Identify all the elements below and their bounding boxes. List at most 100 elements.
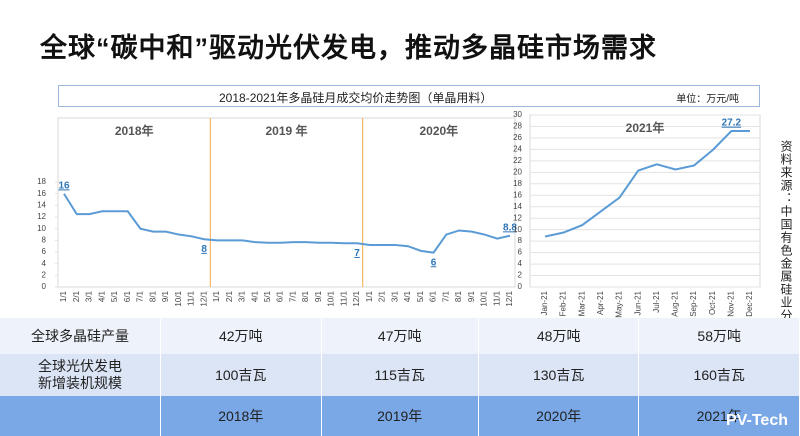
y-tick-label: 16 — [513, 190, 522, 199]
x-tick-label: 5/1 — [263, 290, 272, 302]
y-tick-label: 16 — [37, 189, 46, 198]
row-label: 全球光伏发电 新增装机规模 — [0, 354, 161, 396]
y-tick-label: 6 — [518, 248, 523, 257]
x-tick-label: 8/1 — [148, 290, 157, 302]
x-tick-label: 1/1 — [212, 290, 221, 302]
y-tick-label: 18 — [513, 179, 522, 188]
x-tick-label: 12/1 — [199, 290, 208, 306]
x-tick-label: 5/1 — [416, 290, 425, 302]
x-tick-label: 6/1 — [429, 290, 438, 302]
y-tick-label: 10 — [37, 224, 46, 233]
price-line — [544, 130, 750, 238]
cell — [0, 396, 161, 436]
cell: 160吉瓦 — [638, 354, 800, 396]
period-label: 2021年 — [626, 120, 665, 135]
data-label: 8.8 — [503, 222, 517, 233]
plot-frame — [57, 117, 516, 288]
x-tick-label: Apr-21 — [596, 290, 605, 315]
y-tick-label: 30 — [513, 110, 522, 119]
x-tick-label: 6/1 — [276, 290, 285, 302]
x-tick-label: Jan-21 — [540, 290, 549, 315]
x-tick-label: 9/1 — [467, 290, 476, 302]
cell: 48万吨 — [478, 318, 640, 354]
x-tick-label: 4/1 — [250, 290, 259, 302]
x-tick-label: 12/1 — [505, 290, 514, 306]
chart-header: 2018-2021年多晶硅月成交均价走势图（单晶用料） 单位：万元/吨 — [58, 85, 760, 107]
x-tick-label: Feb-21 — [559, 290, 568, 316]
data-label: 6 — [431, 257, 437, 268]
watermark: PV-Tech — [726, 412, 788, 429]
x-tick-label: 11/1 — [339, 290, 348, 306]
x-tick-label: 3/1 — [85, 290, 94, 302]
year: 2019年 — [321, 396, 479, 436]
x-tick-label: 3/1 — [390, 290, 399, 302]
x-tick-label: 5/1 — [110, 290, 119, 302]
x-tick-label: 11/1 — [492, 290, 501, 306]
x-tick-label: Sep-21 — [689, 290, 698, 316]
y-tick-label: 28 — [513, 122, 522, 131]
chart-title: 2018-2021年多晶硅月成交均价走势图（单晶用料） — [219, 91, 493, 105]
plot-frame — [529, 114, 761, 288]
cell: 42万吨 — [160, 318, 322, 354]
y-tick-label: 4 — [42, 259, 47, 268]
data-label: 27.2 — [722, 118, 742, 129]
cell: 100吉瓦 — [160, 354, 322, 396]
x-tick-label: 4/1 — [97, 290, 106, 302]
y-tick-label: 8 — [518, 236, 523, 245]
data-table: 全球多晶硅产量 42万吨 47万吨 48万吨 58万吨 全球光伏发电 新增装机规模 100… — [0, 318, 800, 436]
y-tick-label: 10 — [513, 225, 522, 234]
x-tick-label: Jun-21 — [633, 290, 642, 315]
x-tick-label: 12/1 — [352, 290, 361, 306]
price-line — [63, 193, 511, 254]
x-tick-label: Jul-21 — [652, 290, 661, 312]
row-label: 全球多晶硅产量 — [0, 318, 161, 354]
year: 2021年 — [638, 396, 800, 436]
unit-label: 单位：万元/吨 — [676, 94, 739, 105]
x-tick-label: 7/1 — [288, 290, 297, 302]
y-tick-label: 14 — [37, 201, 46, 210]
year: 2020年 — [478, 396, 640, 436]
x-tick-label: May-21 — [615, 290, 624, 317]
x-tick-label: 9/1 — [314, 290, 323, 302]
x-tick-label: 1/1 — [59, 290, 68, 302]
x-tick-label: 7/1 — [136, 290, 145, 302]
period-label: 2020年 — [419, 123, 458, 138]
x-tick-label: 3/1 — [238, 290, 247, 302]
y-tick-label: 8 — [42, 235, 47, 244]
period-label: 2019 年 — [265, 123, 307, 138]
x-tick-label: 6/1 — [123, 290, 132, 302]
y-tick-label: 12 — [513, 213, 522, 222]
y-tick-label: 22 — [513, 156, 522, 165]
x-tick-label: 2/1 — [72, 290, 81, 302]
x-tick-label: Mar-21 — [577, 290, 586, 316]
y-tick-label: 4 — [518, 259, 523, 268]
cell: 115吉瓦 — [321, 354, 479, 396]
x-tick-label: 2/1 — [378, 290, 387, 302]
data-label: 7 — [354, 248, 360, 259]
x-tick-label: 4/1 — [403, 290, 412, 302]
x-tick-label: 9/1 — [161, 290, 170, 302]
x-tick-label: Oct-21 — [708, 290, 717, 315]
y-tick-label: 26 — [513, 133, 522, 142]
data-label: 16 — [58, 180, 70, 191]
x-tick-label: 7/1 — [441, 290, 450, 302]
data-label: 8 — [201, 244, 207, 255]
x-tick-label: 1/1 — [365, 290, 374, 302]
cell: 130吉瓦 — [478, 354, 640, 396]
x-tick-label: 8/1 — [454, 290, 463, 302]
y-tick-label: 0 — [42, 282, 47, 291]
x-tick-label: 10/1 — [327, 290, 336, 306]
period-label: 2018年 — [115, 123, 154, 138]
y-tick-label: 0 — [518, 282, 523, 291]
x-tick-label: 2/1 — [225, 290, 234, 302]
y-tick-label: 6 — [42, 247, 47, 256]
x-tick-label: Nov-21 — [726, 290, 735, 316]
x-tick-label: 11/1 — [187, 290, 196, 306]
cell: 47万吨 — [321, 318, 479, 354]
x-tick-label: Aug-21 — [671, 290, 680, 316]
year: 2018年 — [160, 396, 322, 436]
x-tick-label: Dec-21 — [745, 290, 754, 316]
y-tick-label: 2 — [518, 271, 523, 280]
